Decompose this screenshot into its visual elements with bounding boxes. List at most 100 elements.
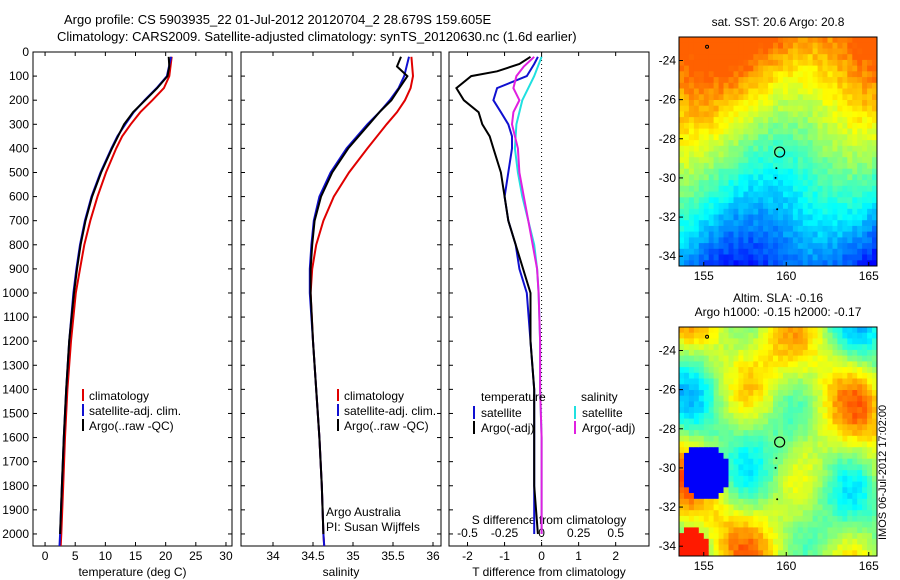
map-frame — [678, 36, 878, 267]
legend-label: climatology — [344, 389, 404, 403]
y-tick-label: 600 — [9, 190, 29, 204]
y-tick-label: 2000 — [2, 527, 29, 541]
legend-label: Argo(..raw -QC) — [89, 419, 174, 433]
x-tick-label: 20 — [159, 549, 173, 563]
x-tick-label: 30 — [219, 549, 233, 563]
x-tick-label: 36 — [426, 549, 440, 563]
track-point — [705, 44, 710, 49]
x-tick-label: 160 — [776, 269, 796, 283]
x-tick-label: 160 — [776, 559, 796, 573]
map-title: sat. SST: 20.6 Argo: 20.8 — [712, 15, 845, 29]
series-line-satellite-salinity- — [513, 56, 543, 534]
y-tick-label: 1800 — [2, 479, 29, 493]
y-tick-label: -32 — [659, 210, 677, 224]
legend-label: climatology — [89, 389, 149, 403]
top-axis-tick-label: -0.5 — [457, 526, 478, 540]
x-tick-label: 34.5 — [301, 549, 325, 563]
y-tick-label: -26 — [659, 383, 677, 397]
top-axis-tick-label: 0.25 — [567, 526, 591, 540]
track-point — [776, 208, 779, 211]
y-tick-label: -34 — [659, 249, 677, 263]
legend-label: Argo(-adj) — [582, 421, 635, 435]
y-tick-label: -28 — [659, 132, 677, 146]
y-tick-label: 1900 — [2, 503, 29, 517]
y-tick-label: 300 — [9, 117, 29, 131]
x-tick-label: 25 — [189, 549, 203, 563]
y-tick-label: 100 — [9, 69, 29, 83]
x-tick-label: 0 — [538, 549, 545, 563]
profile-panel-2: 34 34.5 35 35.5 36 salinity climatologysatelli… — [240, 51, 442, 579]
x-axis-label: T difference from climatology — [472, 565, 626, 579]
x-tick-label: -1 — [499, 549, 510, 563]
series-line-argo-raw-qc- — [59, 56, 171, 535]
y-tick-label: -30 — [659, 171, 677, 185]
top-axis-tick-label: 0.5 — [607, 526, 624, 540]
argo-position-marker — [774, 146, 786, 158]
y-tick-label: 700 — [9, 214, 29, 228]
x-tick-label: 5 — [72, 549, 79, 563]
y-tick-label: 400 — [9, 141, 29, 155]
x-tick-label: 2 — [612, 549, 619, 563]
x-tick-label: -2 — [462, 549, 473, 563]
plot-frame — [240, 51, 442, 547]
x-tick-label: 35.5 — [381, 549, 405, 563]
figure-title-line2: Climatology: CARS2009. Satellite-adjuste… — [57, 29, 577, 44]
x-tick-label: 155 — [694, 559, 714, 573]
x-tick-label: 165 — [859, 269, 879, 283]
x-tick-label: 10 — [99, 549, 113, 563]
legend-label: satellite — [481, 406, 522, 420]
track-point — [775, 167, 778, 170]
x-tick-label: 155 — [694, 269, 714, 283]
plot-frame — [448, 51, 650, 547]
legend-label: Argo(-adj) — [481, 421, 534, 435]
legend-label: satellite — [582, 406, 623, 420]
annotation-line1: Argo Australia — [326, 505, 401, 519]
series-line-satellite-adj-clim- — [58, 56, 173, 547]
y-tick-label: -34 — [659, 539, 677, 553]
y-tick-label: -24 — [659, 53, 677, 67]
x-tick-label: 1 — [575, 549, 582, 563]
map-field — [679, 37, 877, 266]
y-tick-label: 1200 — [2, 334, 29, 348]
y-tick-label: 1400 — [2, 382, 29, 396]
profile-panel-1: 0 5 10 15 20 25 30 temperature (deg C) 0 100 200 30… — [2, 45, 233, 579]
y-tick-label: 1500 — [2, 406, 29, 420]
y-tick-label: 1000 — [2, 286, 29, 300]
y-tick-label: 200 — [9, 93, 29, 107]
y-tick-label: -30 — [659, 461, 677, 475]
map-field — [679, 327, 877, 556]
argo-position-marker — [774, 436, 786, 448]
legend-label: Argo(..raw -QC) — [344, 419, 429, 433]
x-tick-label: 15 — [129, 549, 143, 563]
legend-label: satellite-adj. clim. — [89, 404, 181, 418]
series-line-argo-adj- — [455, 55, 539, 535]
legend-title-salinity: salinity — [581, 390, 618, 404]
y-tick-label: 1100 — [3, 310, 29, 324]
top-axis-tick-label: -0.25 — [491, 526, 519, 540]
profile-panel-3: -2 -1 0 1 2 T difference from climatology -0.5… — [448, 51, 650, 579]
y-tick-label: 0 — [22, 45, 29, 59]
y-tick-label: 800 — [9, 238, 29, 252]
legend-title-temperature: temperature — [481, 390, 546, 404]
series-line-argo-adj-salinity- — [510, 56, 543, 534]
x-tick-label: 34 — [266, 549, 280, 563]
x-axis-label: salinity — [323, 565, 360, 579]
x-tick-label: 0 — [42, 549, 49, 563]
y-tick-label: 900 — [9, 262, 29, 276]
y-tick-label: -32 — [659, 500, 677, 514]
map-panel-1: 155 160 165 -24 -26 -28 -30 -32 -34 sat. SST: 20.… — [659, 15, 879, 283]
track-point — [775, 457, 778, 460]
y-tick-label: -26 — [659, 93, 677, 107]
annotation-line2: PI: Susan Wijffels — [326, 520, 420, 534]
map-frame — [678, 326, 878, 557]
plot-frame — [32, 51, 233, 547]
x-tick-label: 165 — [859, 559, 879, 573]
y-tick-label: 500 — [9, 165, 29, 179]
legend-label: satellite-adj. clim. — [344, 404, 436, 418]
map-title-line1: Altim. SLA: -0.16 — [733, 291, 823, 305]
map-panel-2: 155 160 165 -24 -26 -28 -30 -32 -34 Altim. SLA: -… — [659, 291, 879, 573]
y-tick-label: 1300 — [2, 358, 29, 372]
series-line-satellite-adj-clim- — [308, 56, 410, 547]
track-point — [705, 334, 710, 339]
